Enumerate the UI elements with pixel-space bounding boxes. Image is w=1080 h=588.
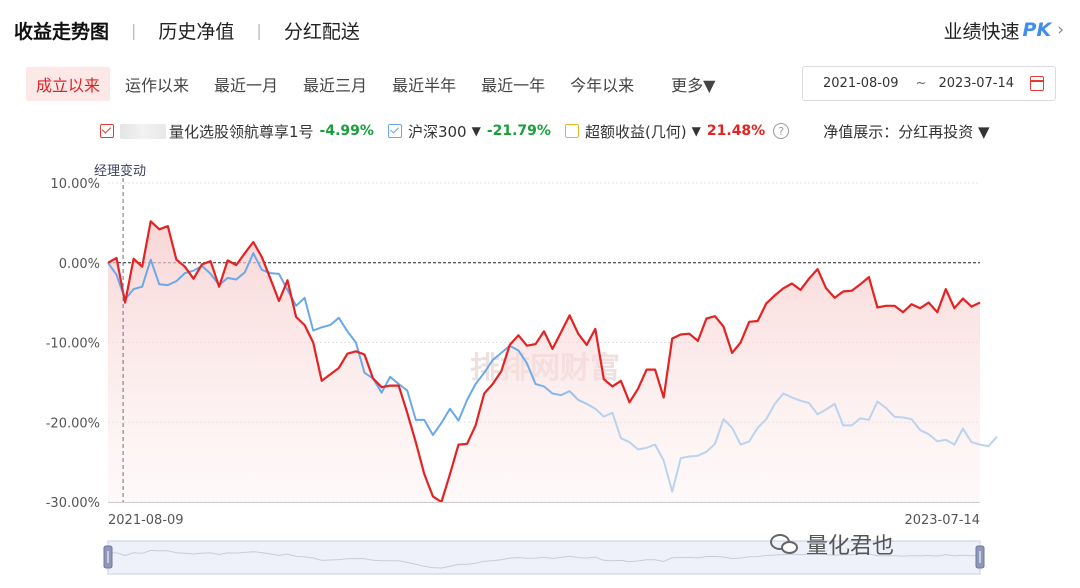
legend-item-excess[interactable]: 超额收益(几何) ▼ 21.48% ?	[564, 121, 790, 142]
tab-dividends[interactable]: 分红配送	[283, 20, 360, 43]
legend-index-name: 沪深300	[407, 122, 467, 141]
range-tab-1y[interactable]: 最近一年	[481, 76, 546, 95]
legend-item-index[interactable]: 沪深300 ▼ -21.79%	[387, 121, 551, 142]
tab-history-nav[interactable]: 历史净值	[158, 20, 235, 43]
account-watermark: 量化君也	[770, 528, 894, 560]
legend-item-fund[interactable]: 量化选股领航尊享1号 -4.99%	[100, 121, 374, 142]
fund-return-line	[107, 220, 981, 504]
calendar-icon[interactable]	[1030, 76, 1044, 91]
y-tick-label: 10.00%	[50, 177, 100, 192]
wechat-icon	[770, 532, 800, 556]
watermark-text: 量化君也	[806, 534, 895, 559]
help-icon[interactable]: ?	[773, 123, 790, 139]
pk-mark: PK	[1022, 19, 1052, 41]
top-tab-bar: 收益走势图 | 历史净值 | 分红配送	[14, 14, 360, 46]
range-scroller[interactable]	[103, 540, 985, 575]
range-tab-since-operation[interactable]: 运作以来	[125, 76, 190, 95]
tab-return-trend[interactable]: 收益走势图	[14, 20, 110, 43]
range-tab-bar: 成立以来 运作以来 最近一月 最近三月 最近半年 最近一年 今年以来 更多▼	[26, 67, 723, 101]
index-return-line	[107, 252, 998, 493]
fund-area-fill	[108, 221, 980, 503]
tab-divider: |	[256, 20, 262, 40]
y-tick-label: 0.00%	[59, 257, 100, 272]
chevron-right-icon: ›	[1057, 20, 1064, 40]
legend-fund-value: -4.99%	[319, 123, 374, 139]
date-end: 2023-07-14	[938, 76, 1015, 91]
y-tick-label: -20.00%	[46, 416, 100, 431]
masked-text	[120, 123, 166, 139]
scroller-preview-line	[107, 549, 981, 569]
tab-divider: |	[131, 20, 137, 40]
pk-link-label: 业绩快速	[943, 20, 1020, 43]
nav-display-select[interactable]: 净值展示：分红再投资 ▼	[823, 122, 990, 141]
legend-fund-name: 量化选股领航尊享1号	[169, 122, 314, 141]
y-tick-label: -30.00%	[46, 496, 100, 511]
date-start: 2021-08-09	[823, 76, 899, 91]
x-tick-label-end: 2023-07-14	[904, 513, 980, 528]
date-separator: ~	[915, 76, 927, 91]
range-tab-3m[interactable]: 最近三月	[303, 76, 368, 95]
manager-change-annotation: 经理变动	[94, 163, 146, 179]
checkbox-icon[interactable]	[100, 124, 114, 138]
performance-pk-link[interactable]: 业绩快速 PK ›	[944, 14, 1064, 46]
legend-excess-name: 超额收益(几何)	[584, 122, 687, 141]
checkbox-icon[interactable]	[387, 124, 402, 138]
range-tab-ytd[interactable]: 今年以来	[570, 76, 635, 95]
chart-legend: 量化选股领航尊享1号 -4.99% 沪深300 ▼ -21.79% 超额收益(几…	[100, 118, 990, 144]
range-more-dropdown[interactable]: 更多▼	[671, 76, 716, 95]
range-tab-since-inception[interactable]: 成立以来	[26, 67, 111, 101]
y-tick-label: -10.00%	[46, 337, 100, 352]
caret-down-icon[interactable]: ▼	[471, 124, 481, 138]
legend-index-value: -21.79%	[486, 123, 551, 139]
checkbox-icon[interactable]	[564, 124, 579, 138]
range-tab-1m[interactable]: 最近一月	[214, 76, 279, 95]
range-tab-6m[interactable]: 最近半年	[392, 76, 457, 95]
caret-down-icon[interactable]: ▼	[691, 124, 701, 138]
legend-excess-value: 21.48%	[706, 123, 766, 139]
date-range-picker[interactable]: 2021-08-09 ~ 2023-07-14	[802, 66, 1056, 101]
x-tick-label-start: 2021-08-09	[108, 513, 184, 528]
